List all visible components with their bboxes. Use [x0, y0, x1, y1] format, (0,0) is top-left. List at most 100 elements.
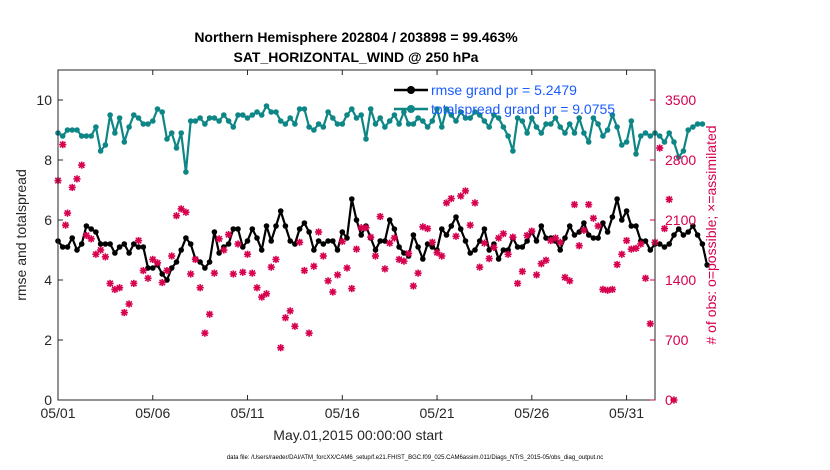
spread-point — [552, 115, 559, 121]
spread-point — [666, 130, 672, 136]
spread-point — [462, 115, 469, 121]
spread-point — [377, 115, 384, 121]
obs-count-point — [73, 175, 81, 183]
rmse-point — [514, 244, 521, 250]
spread-point — [690, 124, 696, 130]
spread-point — [609, 112, 616, 118]
obs-count-point — [570, 200, 579, 209]
obs-count-point — [371, 252, 380, 260]
spread-point — [292, 121, 298, 127]
obs-count-point — [134, 236, 143, 245]
obs-count-point — [589, 214, 598, 222]
obs-count-point — [139, 266, 147, 275]
y-axis-right: 0 700 1400 2100 2800 3500 — [650, 92, 696, 408]
spread-point — [391, 112, 398, 118]
spread-point — [472, 109, 478, 115]
obs-count-point — [296, 238, 304, 246]
spread-point — [581, 130, 587, 136]
rmse-point — [500, 247, 507, 253]
obs-count-point — [485, 254, 493, 263]
rmse-point — [339, 229, 346, 235]
spread-point — [339, 121, 346, 127]
spread-point — [576, 115, 582, 121]
spread-point — [486, 124, 493, 130]
obs-count-point — [480, 239, 489, 247]
obs-count-point — [632, 244, 640, 252]
obs-count-point — [580, 226, 588, 234]
obs-count-point — [319, 252, 327, 260]
obs-count-point — [253, 284, 261, 292]
rmse-point — [202, 265, 208, 271]
spread-point — [505, 133, 511, 139]
spread-series — [55, 103, 706, 175]
rmse-point — [135, 244, 142, 250]
rmse-point — [330, 238, 336, 244]
spread-point — [694, 121, 701, 127]
spread-point — [168, 130, 175, 136]
obs-count-point — [466, 221, 474, 229]
obs-count-point — [144, 274, 152, 282]
spread-point — [699, 121, 706, 127]
rmse-point — [121, 241, 128, 247]
spread-point — [548, 121, 554, 127]
spread-point — [410, 121, 417, 127]
y-tick-label: 6 — [44, 212, 52, 228]
obs-count-point — [575, 242, 583, 250]
rmse-point — [325, 238, 331, 244]
spread-point — [533, 124, 540, 130]
spread-point — [126, 124, 132, 130]
rmse-point — [590, 235, 597, 241]
spread-point — [476, 112, 483, 118]
chart-subtitle: SAT_HORIZONTAL_WIND @ 250 hPa — [234, 49, 479, 65]
y-right-tick-label: 1400 — [665, 272, 696, 288]
obs-count-point — [386, 239, 394, 247]
spread-point — [457, 109, 464, 115]
obs-count-point — [149, 255, 157, 264]
obs-count-point — [262, 290, 271, 298]
rmse-point — [680, 232, 687, 238]
obs-count-point — [177, 205, 185, 213]
obs-count-point — [153, 259, 162, 267]
rmse-point — [334, 247, 341, 253]
rmse-point — [614, 196, 620, 202]
spread-point — [638, 133, 644, 139]
obs-count-point — [324, 277, 332, 285]
spread-point — [216, 118, 222, 124]
spread-point — [363, 136, 369, 142]
obs-count-point — [414, 269, 422, 277]
obs-count-point — [400, 257, 408, 265]
obs-count-point — [490, 243, 498, 252]
rmse-point — [562, 235, 568, 241]
y-right-tick-label: 0 — [665, 392, 673, 408]
spread-point — [543, 121, 549, 127]
rmse-point — [301, 220, 308, 226]
spread-point — [372, 121, 379, 127]
obs-count-point — [594, 222, 602, 230]
spread-point — [277, 118, 284, 124]
obs-count-point — [68, 183, 76, 192]
spread-point — [254, 109, 260, 115]
spread-point — [131, 112, 137, 118]
spread-point — [178, 130, 184, 136]
obs-count-point — [433, 248, 441, 257]
rmse-point — [93, 229, 99, 235]
obs-count-point — [187, 270, 195, 278]
obs-count-point — [182, 208, 190, 216]
rmse-point — [306, 229, 312, 235]
spread-point — [320, 124, 327, 130]
spread-point — [566, 121, 573, 127]
obs-count-point — [532, 271, 541, 279]
obs-count-point — [537, 260, 545, 268]
obs-count-point — [367, 233, 375, 241]
y-tick-label: 4 — [44, 272, 52, 288]
rmse-point — [690, 223, 696, 229]
footnote: data file: /Users/raeder/DAI/ATM_forcXX/… — [227, 455, 603, 461]
rmse-point — [140, 244, 147, 250]
y-right-tick-label: 2100 — [665, 212, 696, 228]
obs-count-point — [333, 271, 342, 279]
spread-point — [140, 121, 147, 127]
spread-point — [661, 139, 668, 145]
spread-point — [83, 133, 90, 139]
rmse-point — [420, 256, 426, 262]
rmse-point — [145, 265, 151, 271]
